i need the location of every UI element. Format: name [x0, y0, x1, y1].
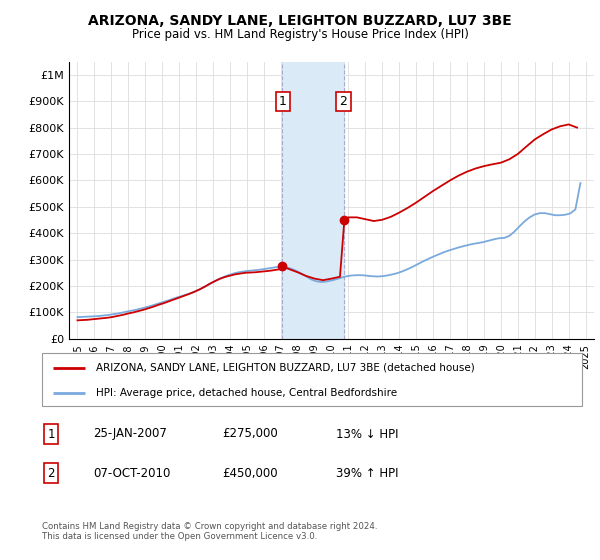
- Text: 1: 1: [47, 427, 55, 441]
- Text: Price paid vs. HM Land Registry's House Price Index (HPI): Price paid vs. HM Land Registry's House …: [131, 28, 469, 41]
- Text: ARIZONA, SANDY LANE, LEIGHTON BUZZARD, LU7 3BE (detached house): ARIZONA, SANDY LANE, LEIGHTON BUZZARD, L…: [96, 363, 475, 373]
- Text: Contains HM Land Registry data © Crown copyright and database right 2024.
This d: Contains HM Land Registry data © Crown c…: [42, 522, 377, 542]
- Text: 2: 2: [47, 466, 55, 480]
- Text: ARIZONA, SANDY LANE, LEIGHTON BUZZARD, LU7 3BE: ARIZONA, SANDY LANE, LEIGHTON BUZZARD, L…: [88, 14, 512, 28]
- Text: £450,000: £450,000: [222, 466, 278, 480]
- Text: 13% ↓ HPI: 13% ↓ HPI: [336, 427, 398, 441]
- Bar: [282, 62, 344, 339]
- Text: 2: 2: [340, 95, 347, 108]
- Text: 39% ↑ HPI: 39% ↑ HPI: [336, 466, 398, 480]
- Text: £275,000: £275,000: [222, 427, 278, 441]
- FancyBboxPatch shape: [42, 353, 582, 406]
- Text: 1: 1: [279, 95, 287, 108]
- Text: 25-JAN-2007: 25-JAN-2007: [93, 427, 167, 441]
- Text: 07-OCT-2010: 07-OCT-2010: [93, 466, 170, 480]
- Text: HPI: Average price, detached house, Central Bedfordshire: HPI: Average price, detached house, Cent…: [96, 388, 397, 398]
